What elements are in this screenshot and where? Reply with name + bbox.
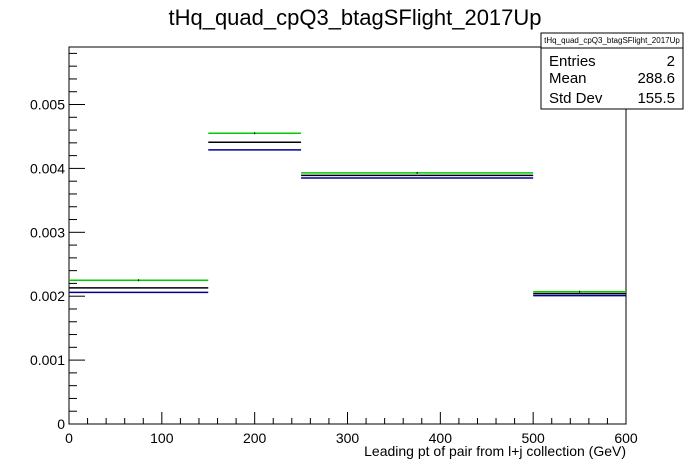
stats-stddev-value: 155.5: [637, 90, 675, 107]
y-tick-label: 0.003: [30, 224, 65, 240]
x-tick-label: 0: [65, 430, 73, 446]
histogram-bins: [69, 132, 626, 297]
chart-title: tHq_quad_cpQ3_btagSFlight_2017Up: [168, 5, 541, 30]
x-tick-label: 600: [614, 430, 638, 446]
stats-stddev-label: Std Dev: [549, 90, 603, 107]
y-tick-label: 0.001: [30, 352, 65, 368]
x-tick-label: 400: [429, 430, 453, 446]
x-axis: 0 100 200 300 400 500 600: [65, 412, 638, 446]
stats-mean-value: 288.6: [637, 70, 675, 87]
stats-mean-label: Mean: [549, 70, 587, 87]
y-tick-label: 0.005: [30, 97, 65, 113]
stats-box: tHq_quad_cpQ3_btagSFlight_2017Up Entries…: [540, 32, 684, 110]
x-tick-label: 100: [150, 430, 174, 446]
stats-entries-label: Entries: [549, 53, 596, 70]
stats-box-title: tHq_quad_cpQ3_btagSFlight_2017Up: [544, 36, 680, 45]
y-tick-label: 0: [57, 416, 65, 432]
stats-entries-value: 2: [667, 53, 675, 70]
x-tick-label: 500: [521, 430, 545, 446]
y-tick-label: 0.002: [30, 288, 65, 304]
y-axis: 0 0.001 0.002 0.003 0.004 0.005: [30, 52, 85, 432]
x-tick-label: 200: [243, 430, 267, 446]
y-tick-label: 0.004: [30, 160, 65, 176]
x-axis-title: Leading pt of pair from l+j collection (…: [364, 443, 626, 459]
x-tick-label: 300: [336, 430, 360, 446]
